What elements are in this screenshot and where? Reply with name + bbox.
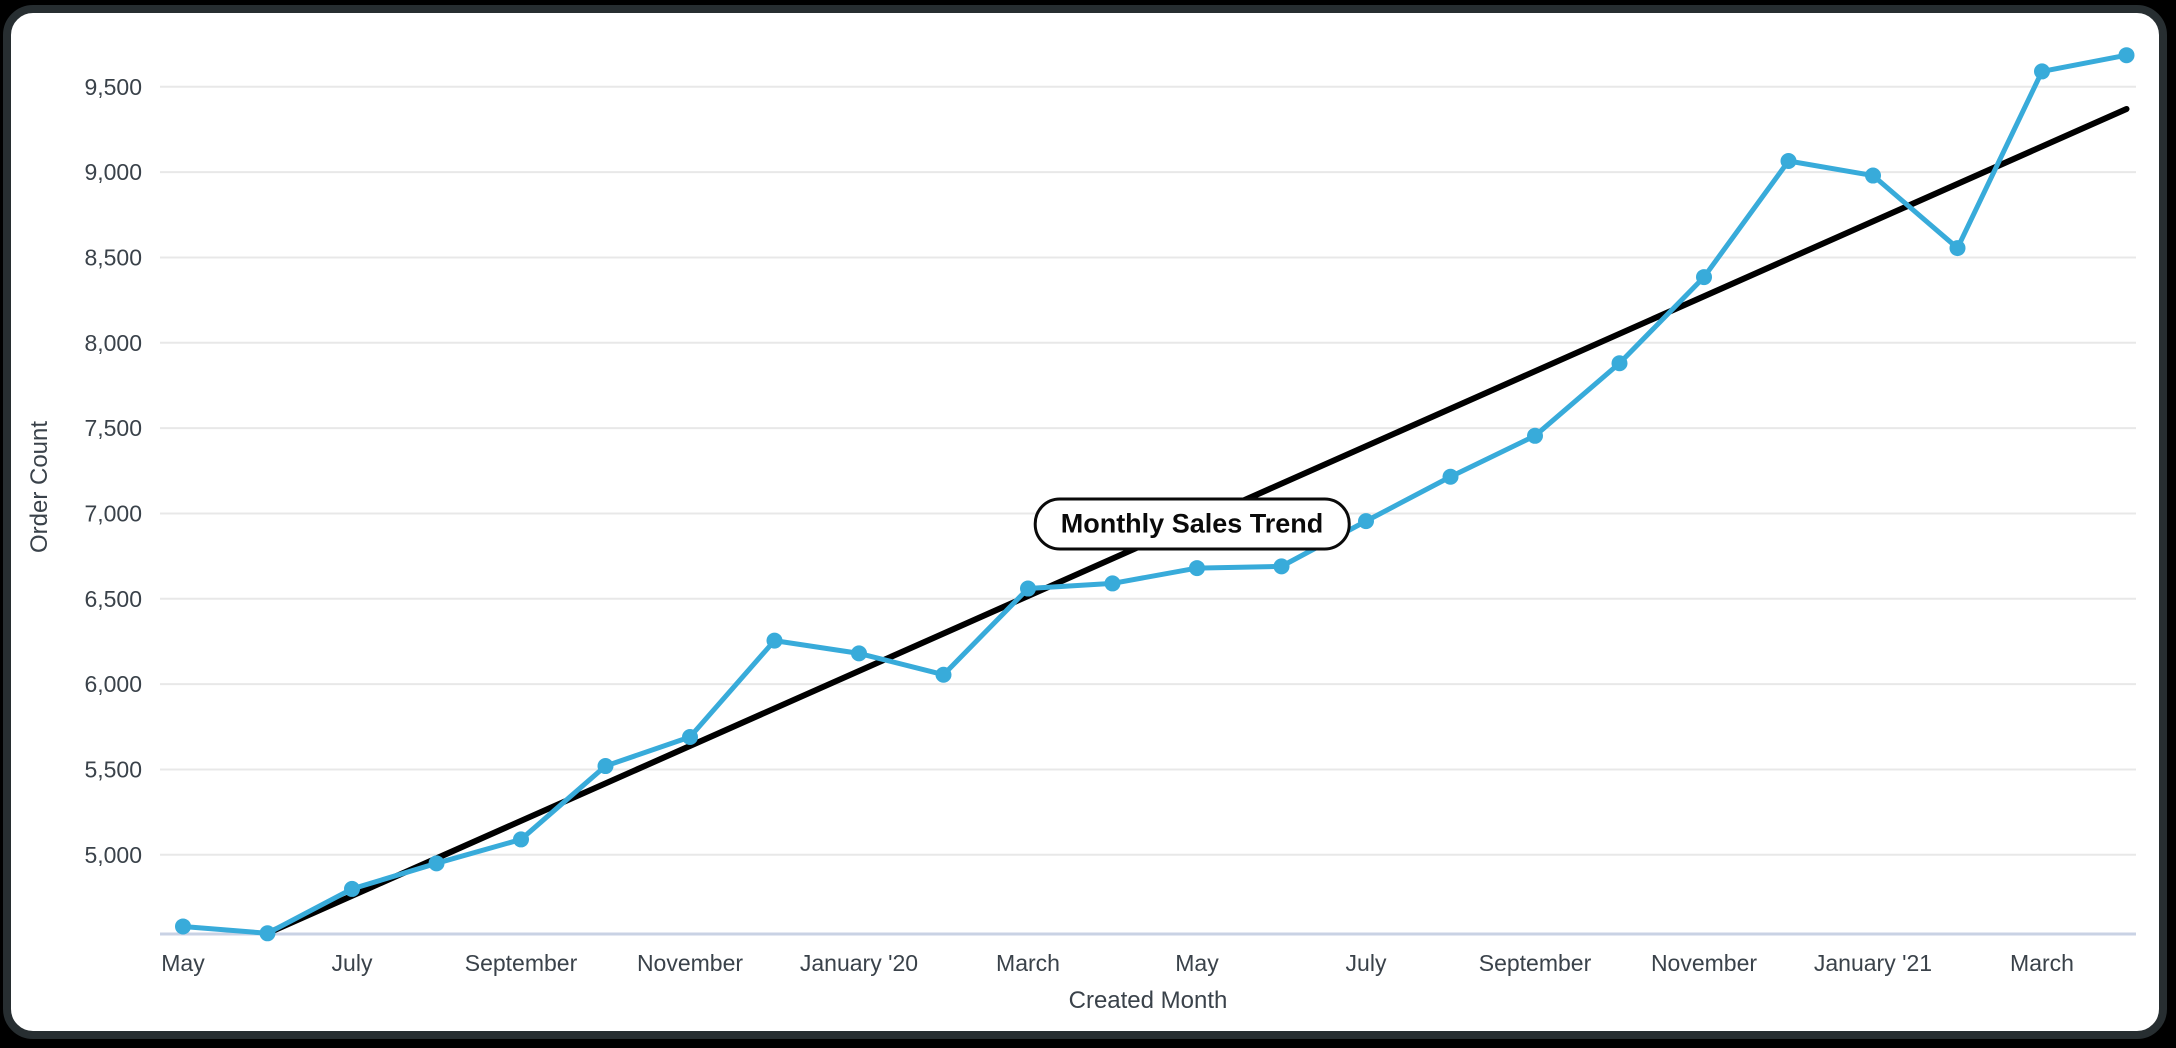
data-point bbox=[344, 880, 360, 897]
data-point bbox=[1273, 558, 1290, 575]
data-point bbox=[175, 918, 191, 935]
data-point bbox=[1527, 427, 1543, 444]
y-tick-label: 9,500 bbox=[84, 74, 142, 100]
x-tick-label: March bbox=[996, 950, 1060, 976]
data-point bbox=[1949, 240, 1966, 257]
data-point bbox=[682, 729, 698, 746]
y-axis-title: Order Count bbox=[26, 420, 53, 554]
x-tick-label: July bbox=[332, 950, 373, 976]
data-point-markers bbox=[175, 47, 2135, 942]
data-point bbox=[1189, 560, 1205, 577]
x-tick-label: September bbox=[465, 950, 578, 976]
data-point bbox=[2034, 63, 2050, 80]
data-point bbox=[1865, 167, 1881, 184]
y-tick-label: 8,000 bbox=[84, 330, 142, 356]
x-tick-label: January '21 bbox=[1814, 950, 1932, 976]
y-tick-label: 5,500 bbox=[84, 756, 142, 782]
data-point bbox=[935, 666, 952, 683]
y-axis-tick-labels: 5,000 5,500 6,000 6,500 7,000 7,500 8,000 8,500… bbox=[84, 74, 142, 868]
y-tick-label: 5,000 bbox=[84, 842, 142, 868]
x-tick-label: November bbox=[1651, 950, 1757, 976]
data-point bbox=[1104, 575, 1121, 592]
x-tick-label: July bbox=[1346, 950, 1387, 976]
y-tick-label: 6,000 bbox=[84, 671, 142, 697]
data-point bbox=[259, 925, 276, 942]
data-point bbox=[1442, 468, 1459, 485]
data-point bbox=[428, 855, 445, 872]
data-point bbox=[1020, 580, 1036, 597]
order-count-line-series bbox=[180, 52, 2129, 936]
y-tick-label: 7,500 bbox=[84, 415, 142, 441]
x-tick-label: May bbox=[1175, 950, 1219, 976]
data-point bbox=[597, 758, 614, 775]
x-tick-label: January '20 bbox=[800, 950, 918, 976]
x-tick-label: May bbox=[161, 950, 205, 976]
data-point bbox=[1358, 513, 1374, 530]
y-tick-label: 8,500 bbox=[84, 244, 142, 270]
data-point bbox=[1611, 355, 1628, 372]
y-tick-label: 6,500 bbox=[84, 586, 142, 612]
data-point bbox=[2118, 47, 2135, 64]
y-tick-label: 7,000 bbox=[84, 500, 142, 526]
data-point bbox=[513, 831, 529, 848]
trend-label-pill: Monthly Sales Trend bbox=[1033, 497, 1351, 551]
data-point bbox=[766, 632, 783, 649]
x-axis-title: Created Month bbox=[1068, 987, 1228, 1014]
x-tick-label: March bbox=[2010, 950, 2074, 976]
y-gridlines bbox=[160, 85, 2136, 856]
x-tick-label: September bbox=[1479, 950, 1592, 976]
x-tick-label: November bbox=[637, 950, 743, 976]
x-axis-tick-labels: May July September November January '20 March… bbox=[161, 950, 2074, 976]
data-point bbox=[851, 645, 867, 662]
y-tick-label: 9,000 bbox=[84, 159, 142, 185]
data-point bbox=[1780, 153, 1797, 170]
data-point bbox=[1696, 269, 1712, 286]
